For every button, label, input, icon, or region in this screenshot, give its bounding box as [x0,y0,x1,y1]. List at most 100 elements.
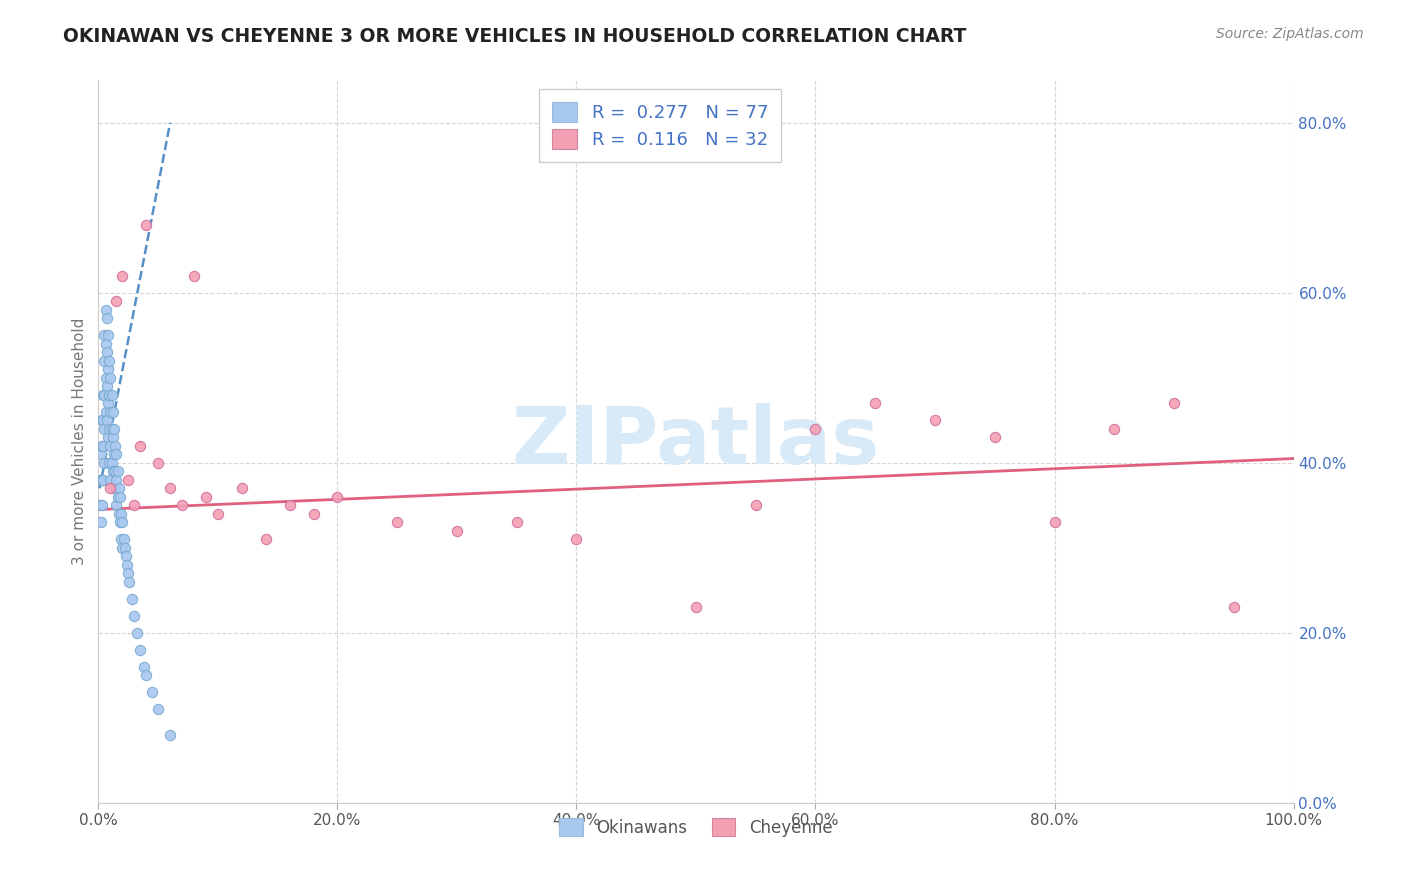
Point [207,507,229,521]
Point [118,574,141,589]
Point [101,430,124,444]
Point [98,353,121,368]
Point [90,516,112,530]
Point [745,498,768,512]
Point [90,473,112,487]
Point [107,481,129,495]
Point [159,481,181,495]
Point [98,481,122,495]
Point [93,328,115,343]
Point [98,405,122,419]
Point [93,456,115,470]
Text: ZIPatlas: ZIPatlas [512,402,880,481]
Point [104,439,127,453]
Point [94,371,117,385]
Point [103,447,125,461]
Point [100,422,122,436]
Point [97,328,120,343]
Point [112,533,135,547]
Point [326,490,349,504]
Point [103,481,125,495]
Point [98,371,122,385]
Point [101,464,124,478]
Point [1104,422,1126,436]
Point [89,498,111,512]
Point [565,533,588,547]
Point [124,608,146,623]
Point [183,268,205,283]
Point [91,473,114,487]
Point [302,507,325,521]
Point [98,388,121,402]
Point [115,558,138,572]
Point [91,388,114,402]
Point [446,524,468,538]
Point [254,533,277,547]
Point [105,447,128,461]
Point [159,728,181,742]
Point [103,422,125,436]
Point [97,396,120,410]
Point [89,473,111,487]
Point [107,490,129,504]
Point [96,311,118,326]
Point [96,345,118,359]
Legend: Okinawans, Cheyenne: Okinawans, Cheyenne [551,810,841,845]
Point [94,405,117,419]
Point [107,464,129,478]
Point [96,379,118,393]
Point [111,268,134,283]
Point [98,439,122,453]
Point [110,507,132,521]
Point [685,600,707,615]
Point [108,516,131,530]
Point [129,642,152,657]
Point [91,413,114,427]
Point [108,490,131,504]
Point [91,498,114,512]
Point [100,388,122,402]
Point [91,473,114,487]
Point [105,498,128,512]
Text: Source: ZipAtlas.com: Source: ZipAtlas.com [1216,27,1364,41]
Point [114,541,136,555]
Point [97,362,120,376]
Point [93,388,115,402]
Point [94,302,117,317]
Point [101,405,124,419]
Point [97,430,120,444]
Point [111,541,134,555]
Point [804,422,827,436]
Point [924,413,946,427]
Point [98,422,121,436]
Point [141,685,163,699]
Point [135,668,157,682]
Text: OKINAWAN VS CHEYENNE 3 OR MORE VEHICLES IN HOUSEHOLD CORRELATION CHART: OKINAWAN VS CHEYENNE 3 OR MORE VEHICLES … [63,27,967,45]
Point [129,439,152,453]
Point [105,294,128,309]
Point [90,447,112,461]
Point [1163,396,1185,410]
Point [100,456,122,470]
Point [98,473,122,487]
Point [91,439,114,453]
Point [385,516,409,530]
Point [125,625,148,640]
Point [135,218,157,232]
Y-axis label: 3 or more Vehicles in Household: 3 or more Vehicles in Household [72,318,87,566]
Point [110,533,132,547]
Point [865,396,887,410]
Point [98,456,121,470]
Point [91,439,114,453]
Point [93,353,115,368]
Point [231,481,253,495]
Point [148,702,170,716]
Point [172,498,194,512]
Point [148,456,170,470]
Point [115,549,138,564]
Point [195,490,218,504]
Point [91,413,114,427]
Point [1043,516,1066,530]
Point [105,473,128,487]
Point [278,498,301,512]
